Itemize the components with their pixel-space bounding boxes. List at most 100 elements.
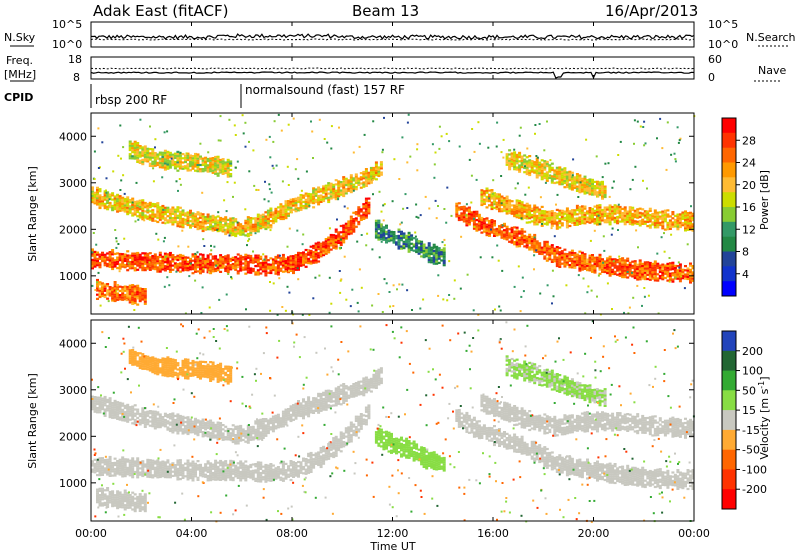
range-time-cell bbox=[354, 225, 358, 228]
range-time-cell bbox=[686, 243, 689, 246]
range-time-cell bbox=[141, 296, 145, 299]
range-time-cell bbox=[281, 266, 285, 269]
range-time-cell bbox=[553, 258, 557, 261]
range-time-cell bbox=[346, 207, 349, 210]
range-time-cell bbox=[143, 155, 147, 158]
range-time-cell bbox=[296, 229, 299, 232]
range-time-cell bbox=[691, 225, 695, 228]
range-time-cell bbox=[611, 260, 615, 263]
range-time-cell bbox=[171, 260, 175, 263]
range-time-cell bbox=[515, 201, 519, 204]
range-time-cell bbox=[294, 262, 298, 265]
range-time-cell bbox=[538, 212, 542, 215]
range-time-cell bbox=[106, 201, 110, 204]
range-time-cell bbox=[596, 256, 599, 259]
range-time-cell bbox=[226, 467, 230, 471]
range-time-cell bbox=[103, 293, 107, 296]
range-time-cell bbox=[151, 156, 155, 159]
range-time-cell bbox=[269, 257, 273, 260]
range-time-cell bbox=[534, 132, 536, 135]
range-time-cell bbox=[93, 178, 96, 180]
range-time-cell bbox=[560, 224, 564, 227]
range-time-cell bbox=[168, 160, 172, 163]
range-time-cell bbox=[108, 201, 112, 205]
range-time-cell bbox=[319, 196, 323, 199]
range-time-cell bbox=[211, 163, 215, 166]
range-time-cell bbox=[354, 211, 358, 214]
range-time-cell bbox=[480, 216, 484, 220]
range-time-cell bbox=[364, 184, 368, 187]
range-time-cell bbox=[216, 155, 220, 158]
range-time-cell bbox=[385, 241, 388, 244]
range-time-cell bbox=[170, 157, 173, 160]
range-time-cell bbox=[131, 465, 135, 468]
range-time-cell bbox=[146, 460, 150, 464]
range-time-cell bbox=[312, 191, 316, 194]
range-time-cell bbox=[151, 162, 155, 165]
range-time-cell bbox=[128, 284, 132, 287]
range-time-cell bbox=[128, 459, 132, 462]
range-time-cell bbox=[161, 262, 165, 265]
range-time-cell bbox=[686, 267, 690, 270]
range-time-cell bbox=[312, 189, 316, 192]
range-time-cell bbox=[377, 293, 380, 295]
range-time-cell bbox=[103, 463, 107, 466]
range-time-cell bbox=[304, 253, 308, 256]
range-time-cell bbox=[196, 476, 200, 479]
range-time-cell bbox=[366, 232, 369, 235]
range-time-cell bbox=[146, 458, 150, 461]
range-time-cell bbox=[141, 148, 145, 151]
range-time-cell bbox=[229, 230, 233, 233]
range-time-cell bbox=[555, 173, 559, 176]
range-time-cell bbox=[555, 181, 559, 184]
range-time-cell bbox=[510, 228, 514, 232]
range-time-cell bbox=[161, 204, 165, 208]
range-time-cell bbox=[304, 248, 308, 252]
range-time-cell bbox=[256, 228, 260, 231]
range-time-cell bbox=[171, 217, 175, 220]
range-time-cell bbox=[199, 253, 202, 256]
range-time-cell bbox=[636, 222, 640, 225]
range-time-cell bbox=[397, 245, 401, 248]
range-time-cell bbox=[116, 256, 120, 259]
range-time-cell bbox=[153, 219, 157, 222]
range-time-cell bbox=[143, 300, 147, 303]
range-time-cell bbox=[462, 205, 466, 208]
range-time-cell bbox=[565, 261, 569, 264]
range-time-cell bbox=[334, 189, 338, 192]
range-time-cell bbox=[214, 459, 218, 462]
range-time-cell bbox=[495, 203, 499, 206]
range-time-cell bbox=[586, 212, 589, 215]
range-time-cell bbox=[163, 158, 167, 161]
range-time-cell bbox=[121, 296, 125, 299]
range-time-cell bbox=[591, 189, 594, 192]
range-time-cell bbox=[471, 128, 474, 130]
range-time-cell bbox=[241, 462, 245, 465]
range-time-cell bbox=[143, 288, 147, 291]
range-time-cell bbox=[168, 208, 172, 211]
range-time-cell bbox=[133, 470, 137, 474]
range-time-cell bbox=[116, 252, 120, 255]
range-time-cell bbox=[525, 166, 529, 169]
range-time-cell bbox=[191, 157, 195, 160]
range-time-cell bbox=[352, 224, 356, 227]
range-time-cell bbox=[686, 218, 690, 221]
range-time-cell bbox=[390, 232, 393, 236]
range-time-cell bbox=[538, 216, 542, 219]
range-time-cell bbox=[495, 232, 499, 235]
range-time-cell bbox=[211, 476, 215, 479]
range-time-cell bbox=[133, 254, 137, 257]
range-time-cell bbox=[646, 273, 650, 276]
range-time-cell bbox=[498, 205, 501, 209]
range-time-cell bbox=[638, 213, 642, 216]
range-time-cell bbox=[151, 265, 155, 268]
range-time-cell bbox=[387, 229, 391, 232]
range-time-cell bbox=[156, 258, 160, 261]
range-time-cell bbox=[148, 467, 152, 470]
range-time-cell bbox=[204, 467, 208, 470]
range-time-cell bbox=[246, 262, 250, 266]
range-time-cell bbox=[209, 267, 213, 271]
range-time-cell bbox=[241, 472, 245, 476]
range-time-cell bbox=[555, 248, 559, 251]
range-time-cell bbox=[339, 291, 342, 294]
